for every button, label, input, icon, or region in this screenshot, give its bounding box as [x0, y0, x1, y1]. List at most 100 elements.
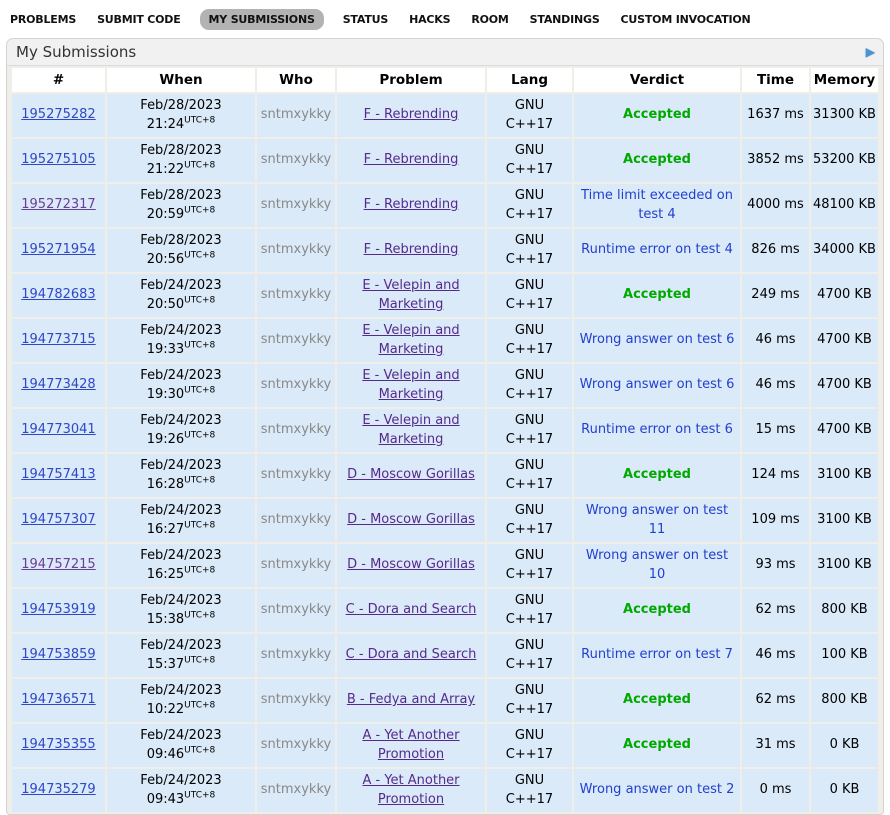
- user-link[interactable]: sntmxykky: [260, 287, 332, 303]
- submission-link[interactable]: 194753859: [21, 647, 96, 663]
- submission-problem-cell: D - Moscow Gorillas: [337, 544, 485, 587]
- submission-lang-cell: GNU C++17: [487, 679, 572, 722]
- user-link[interactable]: sntmxykky: [260, 242, 332, 258]
- user-link[interactable]: sntmxykky: [260, 782, 332, 798]
- nav-item-room[interactable]: ROOM: [471, 13, 509, 26]
- submission-who-cell: sntmxykky: [257, 139, 335, 182]
- user-link[interactable]: sntmxykky: [260, 512, 332, 528]
- submission-when-cell: Feb/24/2023 19:30UTC+8: [107, 364, 255, 407]
- submission-id-cell: 194773715: [12, 319, 105, 362]
- user-link[interactable]: sntmxykky: [260, 377, 332, 393]
- verdict-text[interactable]: Runtime error on test 6: [581, 422, 733, 438]
- column-header: #: [12, 68, 105, 92]
- verdict-text[interactable]: Accepted: [623, 107, 691, 123]
- problem-link[interactable]: F - Rebrending: [363, 197, 459, 213]
- problem-link[interactable]: D - Moscow Gorillas: [347, 512, 475, 528]
- problem-link[interactable]: B - Fedya and Array: [346, 692, 476, 708]
- problem-link[interactable]: D - Moscow Gorillas: [347, 557, 475, 573]
- problem-link[interactable]: F - Rebrending: [363, 242, 459, 258]
- submission-problem-cell: A - Yet Another Promotion: [337, 769, 485, 812]
- submission-lang-cell: GNU C++17: [487, 319, 572, 362]
- submission-id-cell: 194757413: [12, 454, 105, 497]
- problem-link[interactable]: F - Rebrending: [363, 107, 459, 123]
- submission-memory-cell: 0 KB: [811, 724, 878, 767]
- verdict-text[interactable]: Wrong answer on test 11: [585, 502, 729, 537]
- problem-link[interactable]: E - Velepin and Marketing: [362, 322, 460, 357]
- submission-verdict-cell: Accepted: [574, 94, 740, 137]
- verdict-text[interactable]: Accepted: [623, 692, 691, 708]
- verdict-text[interactable]: Wrong answer on test 6: [579, 332, 735, 348]
- nav-item-problems[interactable]: PROBLEMS: [10, 13, 77, 26]
- problem-link[interactable]: C - Dora and Search: [345, 602, 477, 618]
- submission-link[interactable]: 194773428: [21, 377, 96, 393]
- user-link[interactable]: sntmxykky: [260, 602, 332, 618]
- verdict-text[interactable]: Wrong answer on test 6: [579, 377, 735, 393]
- nav-item-hacks[interactable]: HACKS: [409, 13, 451, 26]
- submission-clock: 09:46: [146, 747, 185, 763]
- user-link[interactable]: sntmxykky: [260, 152, 332, 168]
- submission-memory-cell: 800 KB: [811, 589, 878, 632]
- problem-link[interactable]: E - Velepin and Marketing: [362, 367, 460, 402]
- verdict-text[interactable]: Accepted: [623, 737, 691, 753]
- verdict-text[interactable]: Wrong answer on test 10: [585, 547, 729, 582]
- verdict-text[interactable]: Accepted: [623, 602, 691, 618]
- submission-link[interactable]: 195275105: [21, 152, 96, 168]
- submission-problem-cell: C - Dora and Search: [337, 634, 485, 677]
- nav-item-status[interactable]: STATUS: [342, 13, 389, 26]
- submission-clock: 16:27: [146, 522, 185, 538]
- verdict-text[interactable]: Runtime error on test 4: [581, 242, 733, 258]
- submission-link[interactable]: 195275282: [21, 107, 96, 123]
- problem-link[interactable]: E - Velepin and Marketing: [362, 277, 460, 312]
- submission-time-cell: 1637 ms: [742, 94, 809, 137]
- user-link[interactable]: sntmxykky: [260, 107, 332, 123]
- nav-item-standings[interactable]: STANDINGS: [529, 13, 600, 26]
- user-link[interactable]: sntmxykky: [260, 422, 332, 438]
- verdict-text[interactable]: Accepted: [623, 152, 691, 168]
- problem-link[interactable]: F - Rebrending: [363, 152, 459, 168]
- nav-item-custom-invocation[interactable]: CUSTOM INVOCATION: [620, 13, 751, 26]
- user-link[interactable]: sntmxykky: [260, 692, 332, 708]
- verdict-text[interactable]: Accepted: [623, 467, 691, 483]
- user-link[interactable]: sntmxykky: [260, 197, 332, 213]
- submission-problem-cell: F - Rebrending: [337, 94, 485, 137]
- submission-lang: GNU C++17: [505, 457, 554, 493]
- submission-id-cell: 194735279: [12, 769, 105, 812]
- submission-link[interactable]: 194773715: [21, 332, 96, 348]
- submission-link[interactable]: 194757215: [21, 557, 96, 573]
- submission-link[interactable]: 195272317: [21, 197, 96, 213]
- submission-link[interactable]: 194757307: [21, 512, 96, 528]
- user-link[interactable]: sntmxykky: [260, 737, 332, 753]
- submission-link[interactable]: 194736571: [21, 692, 96, 708]
- timezone-label: UTC+8: [184, 251, 216, 261]
- submission-id-cell: 194753919: [12, 589, 105, 632]
- user-link[interactable]: sntmxykky: [260, 557, 332, 573]
- verdict-text[interactable]: Wrong answer on test 2: [579, 782, 735, 798]
- problem-link[interactable]: E - Velepin and Marketing: [362, 412, 460, 447]
- submission-memory-cell: 4700 KB: [811, 364, 878, 407]
- submission-lang: GNU C++17: [505, 412, 554, 448]
- submission-link[interactable]: 194735279: [21, 782, 96, 798]
- verdict-text[interactable]: Accepted: [623, 287, 691, 303]
- submission-link[interactable]: 194753919: [21, 602, 96, 618]
- submission-id-cell: 194736571: [12, 679, 105, 722]
- nav-item-submit-code[interactable]: SUBMIT CODE: [97, 13, 181, 26]
- verdict-text[interactable]: Runtime error on test 7: [581, 647, 733, 663]
- submission-link[interactable]: 195271954: [21, 242, 96, 258]
- submission-link[interactable]: 194782683: [21, 287, 96, 303]
- problem-link[interactable]: A - Yet Another Promotion: [362, 772, 460, 807]
- submission-time-cell: 0 ms: [742, 769, 809, 812]
- submission-link[interactable]: 194757413: [21, 467, 96, 483]
- user-link[interactable]: sntmxykky: [260, 467, 332, 483]
- problem-link[interactable]: C - Dora and Search: [345, 647, 477, 663]
- submission-link[interactable]: 194773041: [21, 422, 96, 438]
- submission-when-cell: Feb/24/2023 20:50UTC+8: [107, 274, 255, 317]
- submission-link[interactable]: 194735355: [21, 737, 96, 753]
- user-link[interactable]: sntmxykky: [260, 647, 332, 663]
- problem-link[interactable]: D - Moscow Gorillas: [347, 467, 475, 483]
- verdict-text[interactable]: Time limit exceeded on test 4: [581, 187, 733, 222]
- timezone-label: UTC+8: [184, 386, 216, 396]
- expand-arrow-icon[interactable]: ▶: [865, 45, 875, 59]
- user-link[interactable]: sntmxykky: [260, 332, 332, 348]
- problem-link[interactable]: A - Yet Another Promotion: [362, 727, 460, 762]
- nav-item-my-submissions[interactable]: MY SUBMISSIONS: [199, 9, 324, 30]
